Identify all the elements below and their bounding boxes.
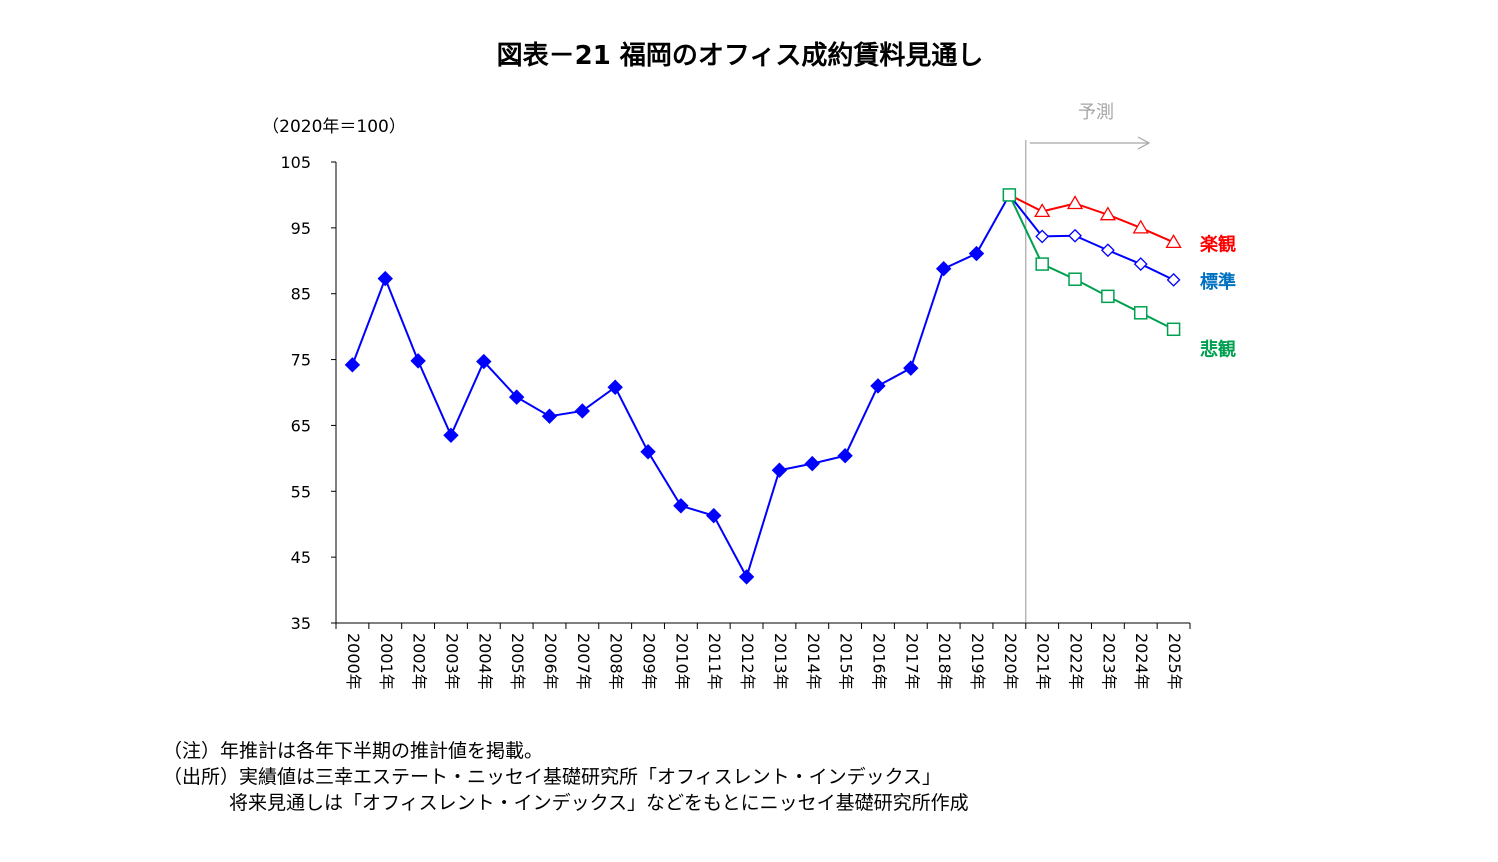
data-point [706,507,722,524]
data-point [1165,234,1182,248]
data-point [640,444,656,460]
y-tick-label: 45 [291,548,311,567]
x-tick-label: 2014年 [804,633,823,690]
data-point [1035,257,1049,271]
data-point [410,353,426,369]
data-point [1066,195,1084,210]
forecast-arrow-head [1137,136,1151,150]
forecast-indicator: 予測 [1025,102,1151,622]
x-tick-label: 2017年 [902,633,921,690]
data-point [1166,322,1181,337]
x-tick-label: 2012年 [738,633,757,690]
axes: 105 95 85 75 65 55 45 35 2000年 2001年 2002年 2003年 200… [280,153,1191,690]
data-point [870,378,886,394]
y-tick-label: 85 [291,285,311,304]
data-point [344,357,361,373]
series-line [1008,194,1175,331]
data-point [738,569,755,585]
footnotes: （注）年推計は各年下半期の推計値を掲載。 （出所）実績値は三幸エステート・ニッセ… [163,738,969,816]
x-tick-label: 2003年 [442,633,461,690]
chart-svg: 図表－21 福岡のオフィス成約賃料見通し （2020年＝100） 105 95 85… [262,40,1236,690]
series-label-楽観: 楽観 [1200,233,1236,255]
x-tick-label: 2025年 [1165,633,1184,690]
x-tick-label: 2019年 [968,633,987,690]
data-point [1133,306,1148,320]
x-tick-label: 2002年 [410,633,429,690]
y-tick-label: 95 [291,219,311,238]
series-label-悲観: 悲観 [1200,338,1236,360]
x-tick-label: 2001年 [377,633,396,690]
series-group [344,188,1182,585]
data-point [574,403,591,419]
x-tick-label: 2005年 [508,633,527,690]
data-point [1099,206,1117,221]
x-tick-label: 2000年 [344,633,363,690]
x-tick-label: 2024年 [1132,633,1151,690]
x-tick-label: 2018年 [935,633,954,690]
data-point [1100,243,1115,258]
data-point [837,448,853,464]
data-point [476,353,492,370]
y-tick-label: 105 [280,153,311,172]
x-tick-label: 2013年 [771,633,790,690]
series-line [351,194,1011,580]
y-unit-label: （2020年＝100） [262,117,406,137]
x-tick-label: 2004年 [475,633,494,690]
y-tick-label: 65 [291,416,311,435]
x-tick-label: 2010年 [672,633,691,690]
data-point [771,462,788,478]
data-point [1002,188,1017,202]
forecast-label: 予測 [1078,102,1114,123]
x-tick-label: 2007年 [574,633,593,690]
x-tick-label: 2006年 [541,633,560,690]
source-line-continued: 将来見通しは「オフィスレント・インデックス」などをもとにニッセイ基礎研究所作成 [229,792,969,814]
x-tick-label: 2020年 [1001,633,1020,690]
data-point [804,455,820,472]
x-tick-label: 2008年 [607,633,626,690]
data-point [903,360,919,376]
data-point [1132,219,1149,234]
series-label-標準: 標準 [1200,271,1236,293]
x-tick-label: 2016年 [869,633,888,690]
x-tick-label: 2009年 [640,633,659,690]
x-tick-label: 2015年 [837,633,856,690]
chart-title: 図表－21 福岡のオフィス成約賃料見通し [497,40,984,71]
data-point [541,408,558,424]
x-tick-label: 2022年 [1067,633,1086,690]
data-point [935,260,952,277]
data-point [1166,272,1181,287]
data-point [443,427,459,444]
x-tick-label: 2023年 [1099,633,1118,690]
data-point [607,379,623,395]
data-point [673,498,689,514]
data-point [968,245,985,262]
source-line: （出所）実績値は三幸エステート・ニッセイ基礎研究所「オフィスレント・インデックス… [163,766,942,788]
data-point [1035,229,1050,244]
y-tick-label: 75 [291,351,311,370]
data-point [1101,289,1115,304]
y-tick-label: 55 [291,482,311,501]
data-point [508,389,525,405]
data-point [1133,257,1148,271]
data-point [377,270,393,287]
note-line: （注）年推計は各年下半期の推計値を掲載。 [163,740,544,762]
x-tick-label: 2021年 [1034,633,1053,690]
data-point [1068,272,1082,286]
x-tick-label: 2011年 [705,633,724,690]
y-tick-label: 35 [291,614,311,633]
series-line [1008,194,1174,244]
data-point [1034,203,1051,218]
series-line [1008,194,1175,281]
data-point [1068,228,1082,243]
